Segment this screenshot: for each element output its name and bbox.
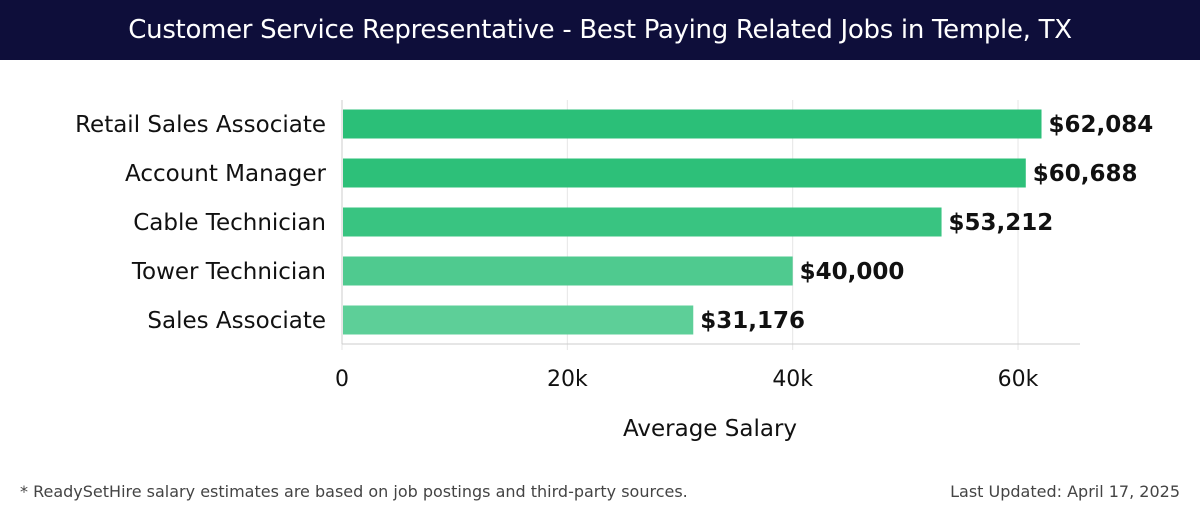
- bars: [343, 109, 1042, 335]
- bar: [343, 207, 942, 237]
- bar: [343, 256, 793, 286]
- chart-title: Customer Service Representative - Best P…: [128, 15, 1072, 45]
- bar: [343, 305, 694, 335]
- category-label: Account Manager: [125, 161, 327, 187]
- category-label: Cable Technician: [133, 210, 326, 236]
- axes: [341, 100, 1080, 345]
- bar-chart: 0 20k 40k 60k Retail Sales Associate $62,084 A…: [75, 100, 1153, 442]
- bar: [343, 109, 1042, 139]
- category-label: Sales Associate: [147, 308, 326, 334]
- x-axis-title: Average Salary: [623, 416, 797, 442]
- x-tick-label: 20k: [547, 367, 588, 392]
- category-label: Tower Technician: [131, 259, 326, 285]
- bar: [343, 158, 1026, 188]
- data-label: $62,084: [1049, 112, 1154, 138]
- x-tick-label: 60k: [998, 367, 1039, 392]
- footer-updated: Last Updated: April 17, 2025: [950, 482, 1180, 501]
- category-label: Retail Sales Associate: [75, 112, 326, 138]
- data-label: $31,176: [700, 308, 805, 334]
- data-label: $60,688: [1033, 161, 1138, 187]
- x-tick-label: 40k: [772, 367, 813, 392]
- labels: 0 20k 40k 60k Retail Sales Associate $62,084 A…: [75, 112, 1153, 442]
- x-tick-label: 0: [335, 367, 349, 392]
- footer-note: * ReadySetHire salary estimates are base…: [20, 482, 688, 501]
- chart-header: Customer Service Representative - Best P…: [0, 0, 1200, 60]
- data-label: $40,000: [800, 259, 905, 285]
- data-label: $53,212: [949, 210, 1054, 236]
